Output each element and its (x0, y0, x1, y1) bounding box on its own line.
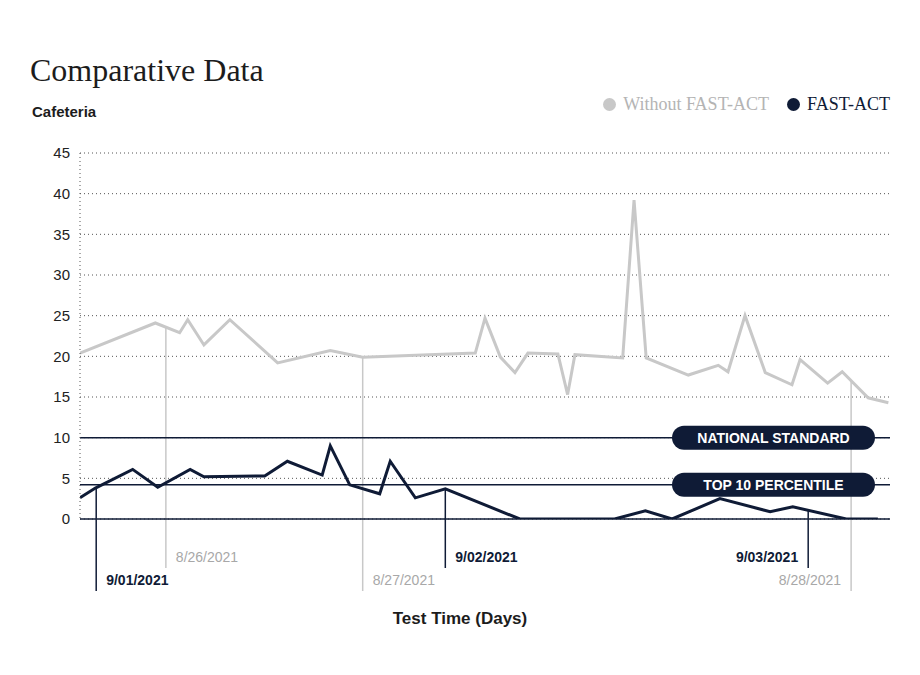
svg-text:8/27/2021: 8/27/2021 (373, 572, 435, 588)
svg-text:5: 5 (62, 470, 70, 487)
svg-text:30: 30 (53, 266, 70, 283)
svg-text:20: 20 (53, 348, 70, 365)
html-text:Cafeteria: Cafeteria (32, 103, 97, 120)
svg-text:40: 40 (53, 185, 70, 202)
svg-text:TOP 10 PERCENTILE: TOP 10 PERCENTILE (703, 477, 843, 493)
svg-text:9/01/2021: 9/01/2021 (106, 572, 168, 588)
svg-text:10: 10 (53, 429, 70, 446)
svg-text:0: 0 (62, 510, 70, 527)
svg-text:9/03/2021: 9/03/2021 (736, 549, 798, 565)
svg-text:NATIONAL STANDARD: NATIONAL STANDARD (697, 430, 849, 446)
html-text:Without FAST-ACT: Without FAST-ACT (623, 94, 769, 114)
svg-text:45: 45 (53, 144, 70, 161)
svg-text:15: 15 (53, 388, 70, 405)
html-text:FAST-ACT: FAST-ACT (807, 94, 890, 114)
svg-text:35: 35 (53, 226, 70, 243)
svg-text:Test Time (Days): Test Time (Days) (393, 609, 527, 628)
svg-text:8/28/2021: 8/28/2021 (779, 572, 841, 588)
html-text:Comparative Data: Comparative Data (30, 52, 264, 88)
svg-text:8/26/2021: 8/26/2021 (176, 549, 238, 565)
svg-text:25: 25 (53, 307, 70, 324)
svg-text:9/02/2021: 9/02/2021 (455, 549, 517, 565)
